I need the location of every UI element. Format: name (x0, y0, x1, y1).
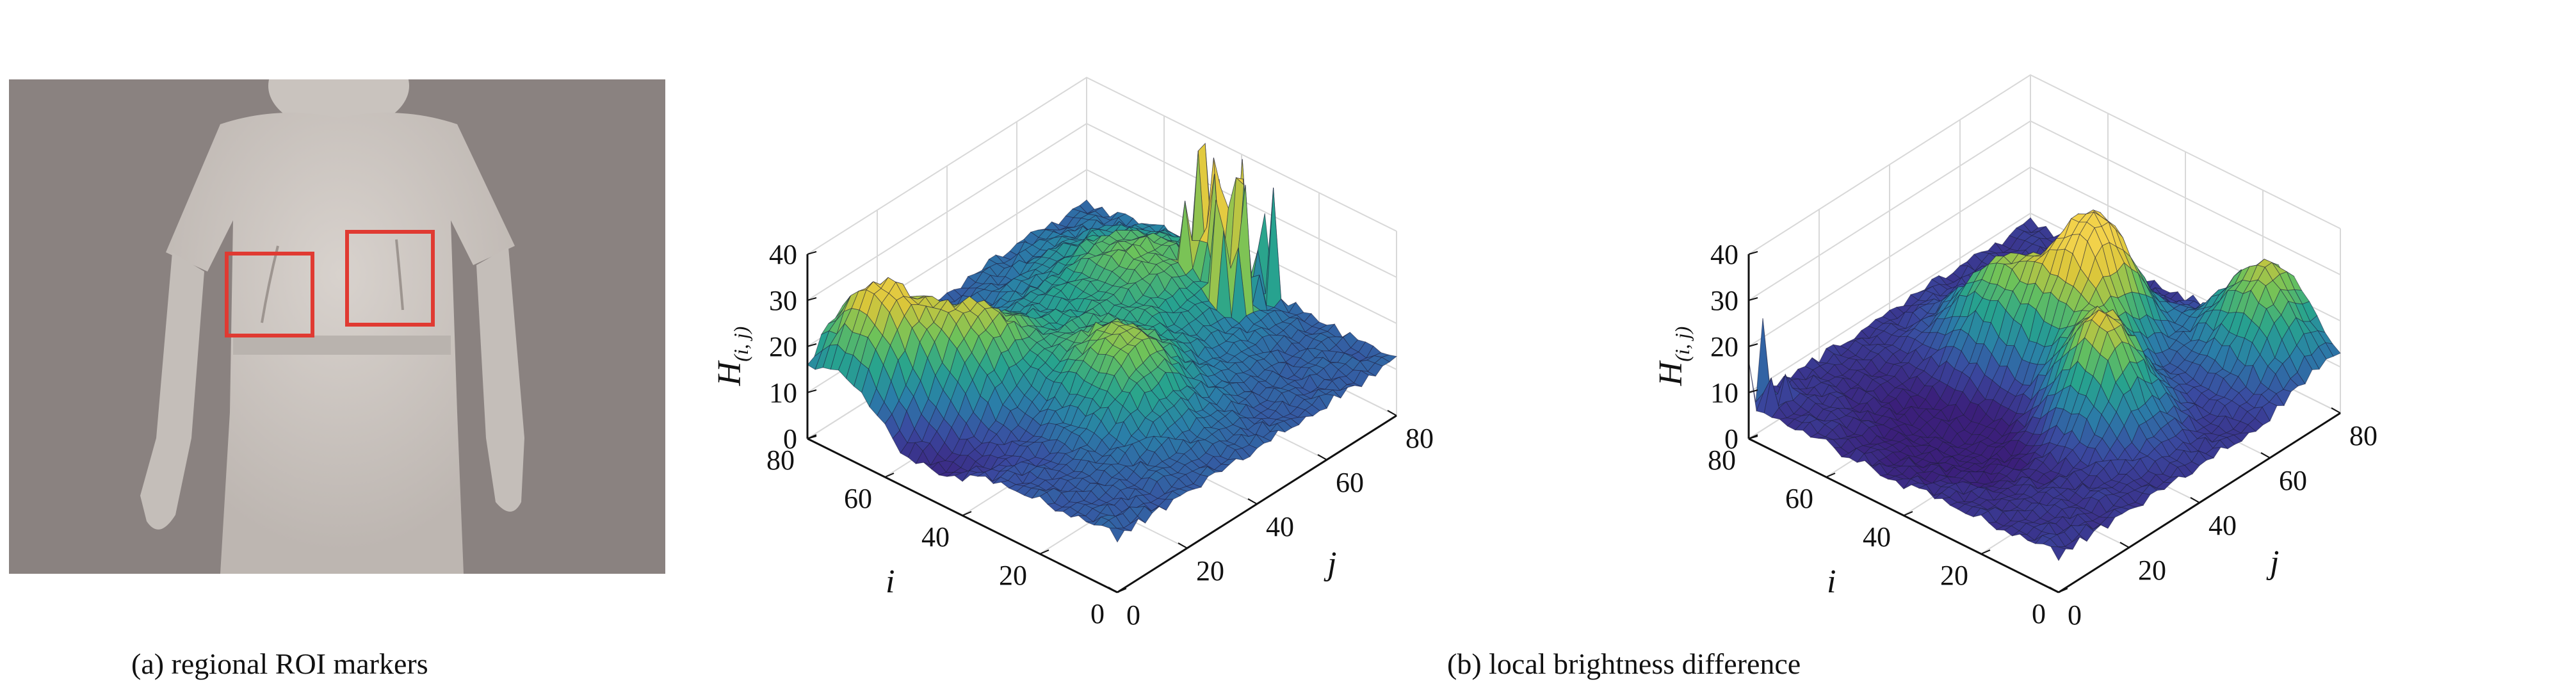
thermal-waist (233, 336, 451, 355)
z-tick (807, 251, 817, 255)
j-tick-label: 0 (1126, 599, 1140, 631)
z-axis-title-main: H (1653, 360, 1689, 386)
z-tick-label: 20 (1710, 331, 1738, 362)
z-tick-label: 30 (1710, 285, 1738, 316)
thermal-left-arm (140, 252, 204, 530)
j-axis-title: j (2266, 544, 2279, 581)
j-tick-label: 20 (1196, 555, 1224, 587)
thermal-right-arm (476, 247, 524, 512)
z-tick (1748, 343, 1758, 347)
j-tick (1387, 410, 1397, 416)
caption-a: (a) regional ROI markers (131, 647, 428, 680)
surface-plot-2-surface (1748, 209, 2341, 562)
j-tick (1108, 587, 1118, 593)
z-tick-label: 20 (769, 331, 797, 362)
i-tick-label: 40 (1863, 521, 1891, 553)
z-axis-title-main: H (714, 360, 748, 386)
z-tick (807, 343, 817, 347)
i-tick (962, 511, 972, 516)
j-tick (1247, 498, 1258, 505)
thermal-vein-right (395, 239, 404, 311)
i-tick-label: 80 (766, 444, 795, 476)
i-tick-label: 80 (1708, 444, 1736, 476)
z-tick-label: 10 (1710, 377, 1738, 409)
z-axis-title-sub: (i, j) (729, 327, 752, 362)
z-tick (1748, 435, 1758, 439)
i-tick-label: 60 (844, 483, 872, 514)
i-tick (1039, 549, 1049, 555)
z-tick (1748, 389, 1758, 393)
i-tick-label: 20 (1940, 560, 1968, 591)
j-tick (2190, 497, 2200, 503)
i-tick-label: 40 (921, 521, 950, 553)
z-axis-title: H(i, j) (1653, 327, 1694, 387)
i-tick (2058, 588, 2068, 593)
z-tick (807, 297, 817, 301)
j-tick-label: 80 (2349, 420, 2378, 451)
panel-a-roi-markers (0, 0, 679, 698)
j-tick (2260, 452, 2271, 459)
surface-patch (1109, 528, 1125, 543)
z-tick-label: 40 (1710, 239, 1738, 270)
j-axis-title: j (1324, 546, 1336, 582)
i-axis-title: i (1827, 564, 1836, 600)
z-tick-label: 10 (769, 377, 797, 409)
j-tick-label: 20 (2138, 555, 2166, 586)
z-tick-label: 30 (769, 285, 797, 316)
i-tick (1981, 549, 1991, 555)
j-tick-label: 0 (2068, 599, 2082, 631)
i-tick-label: 0 (2032, 598, 2046, 629)
i-tick-label: 20 (999, 560, 1027, 591)
j-tick (2049, 587, 2059, 593)
roi-box-right (345, 230, 435, 327)
z-tick (807, 435, 817, 439)
j-tick-label: 40 (2208, 510, 2237, 541)
i-axis-title: i (886, 564, 895, 600)
z-tick (1748, 251, 1758, 255)
z-axis-title-sub: (i, j) (1671, 327, 1694, 362)
j-tick-label: 60 (1336, 467, 1364, 498)
j-tick-label: 40 (1266, 511, 1294, 542)
i-tick (1117, 588, 1127, 593)
roi-box-left (225, 252, 314, 337)
j-tick (1317, 454, 1327, 460)
j-tick-label: 60 (2279, 465, 2307, 496)
i-tick-label: 60 (1785, 483, 1813, 514)
z-tick (1748, 297, 1758, 301)
i-tick (884, 473, 895, 478)
z-tick-label: 0 (1724, 423, 1738, 455)
surface-plot-1-surface (807, 142, 1398, 543)
z-tick-label: 0 (783, 423, 797, 455)
j-tick-label: 80 (1405, 423, 1434, 454)
thermal-image (9, 79, 665, 574)
z-tick-label: 40 (769, 239, 797, 270)
z-tick (807, 389, 817, 393)
surface-patch (2050, 546, 2066, 562)
j-tick (2331, 407, 2341, 414)
i-tick (1903, 511, 1913, 516)
j-tick (2119, 542, 2130, 548)
z-axis-title: H(i, j) (714, 327, 752, 387)
i-tick (1826, 473, 1836, 478)
i-tick-label: 0 (1090, 598, 1105, 629)
j-tick (1178, 542, 1188, 549)
caption-b: (b) local brightness difference (1447, 647, 1801, 680)
